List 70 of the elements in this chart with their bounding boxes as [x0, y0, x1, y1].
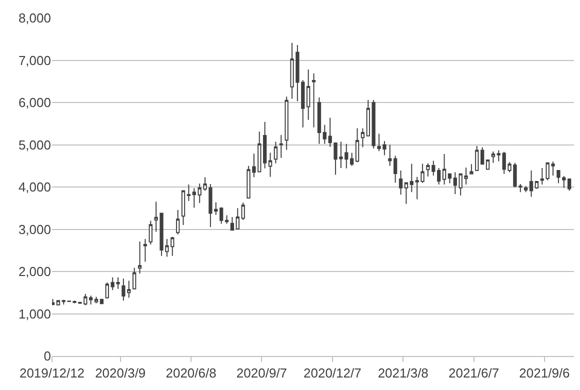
candlestick [105, 282, 109, 300]
candlestick [524, 186, 528, 193]
candlestick [224, 214, 229, 224]
y-tick-label: 3,000 [18, 222, 51, 237]
candlestick [355, 128, 360, 163]
candlestick [138, 241, 142, 274]
x-tick-label: 2020/12/7 [304, 366, 362, 381]
candlestick [279, 134, 283, 158]
x-tick-label: 2021/3/8 [378, 366, 428, 381]
candlestick [268, 152, 272, 178]
candlestick [491, 151, 496, 164]
candlestick [360, 128, 365, 148]
candlestick [448, 173, 452, 184]
candlestick [274, 141, 278, 164]
y-tick-label: 4,000 [18, 180, 51, 195]
candlestick [366, 99, 370, 136]
candlestick [437, 167, 441, 185]
candlestick [52, 298, 55, 306]
candlestick [322, 124, 326, 144]
y-tick-label: 8,000 [18, 10, 51, 26]
y-tick-label: 0 [44, 348, 51, 364]
candlestick [230, 216, 234, 231]
candlestick [350, 152, 354, 166]
candlestick [89, 295, 93, 305]
candlestick [306, 69, 310, 120]
y-tick-label: 5,000 [18, 137, 51, 152]
candlestick [176, 209, 180, 235]
y-tick-label: 7,000 [18, 52, 51, 68]
candlestick [453, 172, 457, 195]
candlestick [404, 182, 408, 204]
candlestick [475, 146, 479, 172]
candlestick [181, 190, 186, 226]
candlestick [236, 208, 240, 230]
candlestick [442, 154, 446, 185]
candlestick [372, 99, 376, 150]
candlestick [192, 188, 196, 208]
y-tick-label: 1,000 [18, 306, 51, 322]
x-tick-label: 2021/6/7 [448, 366, 500, 381]
candlestick [486, 159, 490, 170]
candlestick [62, 299, 66, 305]
candlestick [148, 220, 152, 245]
x-tick-label: 2020/9/7 [236, 366, 288, 381]
x-tick-label: 2020/3/9 [95, 366, 146, 381]
candlestick [56, 300, 60, 306]
candlestick [529, 170, 534, 198]
x-tick-label: 2021/9/6 [519, 366, 570, 381]
candlestick [470, 164, 474, 174]
candlestick [388, 144, 392, 166]
candlestick [540, 167, 544, 185]
candlestick [398, 170, 403, 196]
candlestick [496, 150, 500, 162]
candlestick [263, 121, 267, 169]
y-tick-label: 6,000 [18, 95, 51, 110]
candlestick [312, 72, 316, 128]
candlestick [94, 296, 98, 304]
candlestick [241, 202, 245, 220]
candlestick [410, 163, 414, 193]
candlestick [143, 238, 148, 262]
candlestick [534, 181, 539, 190]
candlestick [480, 146, 484, 166]
candlestick [317, 96, 322, 144]
x-tick-label: 2019/12/12 [19, 366, 85, 381]
candlestick [186, 184, 191, 202]
candlestick [394, 155, 398, 184]
candlestick [568, 178, 572, 192]
candlestick [132, 267, 136, 290]
candlestick [284, 96, 288, 150]
candlestick [220, 206, 224, 224]
y-tick-label: 2,000 [18, 264, 51, 280]
x-tick-label: 2020/6/8 [166, 366, 216, 381]
